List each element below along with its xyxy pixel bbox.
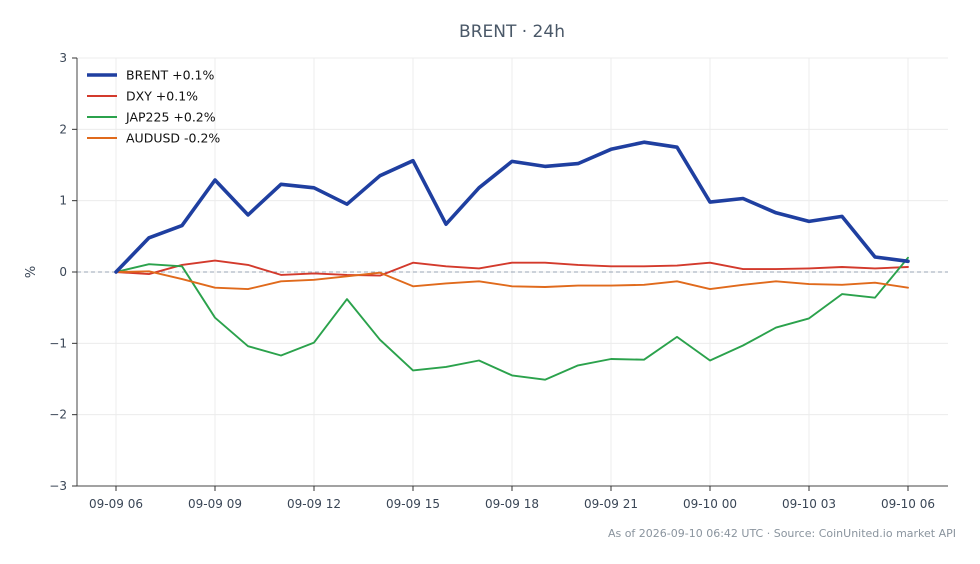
- legend-label: BRENT +0.1%: [126, 68, 214, 83]
- y-tick-label: −3: [49, 479, 67, 493]
- chart-title: BRENT · 24h: [459, 22, 565, 42]
- legend-label: AUDUSD -0.2%: [126, 131, 220, 146]
- y-tick-label: 0: [59, 265, 67, 279]
- x-tick-label: 09-09 21: [584, 497, 638, 511]
- legend-label: JAP225 +0.2%: [125, 110, 216, 125]
- series: [114, 140, 910, 381]
- x-tick-label: 09-09 06: [89, 497, 143, 511]
- x-tick-label: 09-09 18: [485, 497, 539, 511]
- series-line-3: [115, 270, 909, 291]
- y-tick-label: 3: [59, 51, 67, 65]
- legend: BRENT +0.1% DXY +0.1% JAP225 +0.2% AUDUSD -…: [87, 68, 220, 146]
- x-tick-label: 09-09 15: [386, 497, 440, 511]
- y-axis-label: %: [24, 266, 39, 278]
- footer-source: As of 2026-09-10 06:42 UTC · Source: Coi…: [608, 527, 956, 540]
- series-line-1: [115, 259, 909, 277]
- x-tick-label: 09-10 06: [881, 497, 935, 511]
- y-tick-label: −1: [49, 336, 67, 350]
- y-tick-label: 1: [59, 194, 67, 208]
- x-tick-label: 09-10 00: [683, 497, 737, 511]
- x-tick-label: 09-09 09: [188, 497, 242, 511]
- series-line-0: [114, 140, 910, 274]
- series-line-2: [115, 256, 909, 381]
- y-ticks: −3 −2 −1 0 1 2 3: [49, 51, 77, 493]
- legend-label: DXY +0.1%: [126, 89, 198, 104]
- x-tick-label: 09-09 12: [287, 497, 341, 511]
- x-tick-label: 09-10 03: [782, 497, 836, 511]
- y-tick-label: 2: [59, 122, 67, 136]
- x-ticks: 09-09 06 09-09 09 09-09 12 09-09 15 09-09 18…: [89, 486, 935, 511]
- y-tick-label: −2: [49, 408, 67, 422]
